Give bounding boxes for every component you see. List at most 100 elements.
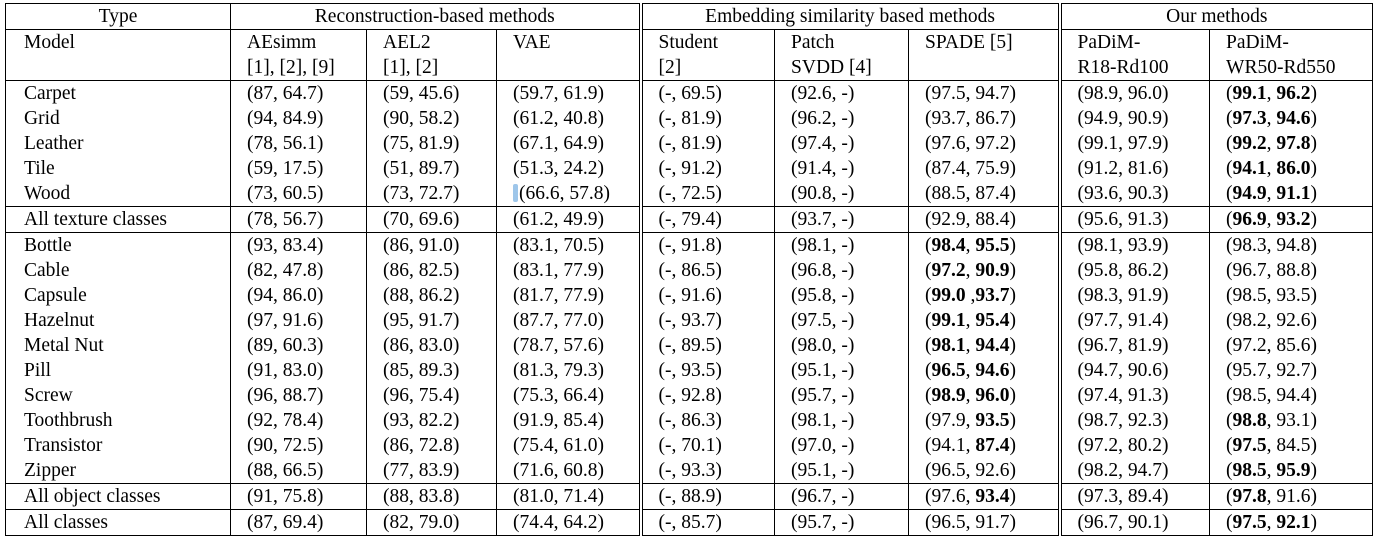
- table-cell: (98.0, -): [774, 333, 909, 358]
- model-spade: SPADE [5]: [908, 29, 1060, 81]
- table-cell: (96.7, 90.1): [1057, 509, 1210, 536]
- table-cell: (78, 56.7): [230, 206, 367, 233]
- table-cell: (99.1, 97.9): [1057, 131, 1210, 156]
- table-cell: (95, 91.7): [366, 308, 497, 333]
- table-cell: (98.1, 94.4): [908, 333, 1060, 358]
- row-label: Capsule: [5, 283, 231, 308]
- table-cell: (93.6, 90.3): [1057, 181, 1210, 207]
- table-cell: (97.5, -): [774, 308, 909, 333]
- table-row: Transistor (90, 72.5) (86, 72.8) (75.4, 61.…: [5, 433, 1374, 458]
- row-label: Leather: [5, 131, 231, 156]
- table-cell: (97.2, 90.9): [908, 258, 1060, 283]
- table-row: Cable (82, 47.8) (86, 82.5) (83.1, 77.9) (-,…: [5, 258, 1374, 283]
- table-cell: (88.5, 87.4): [908, 181, 1060, 207]
- table-cell: (87.7, 77.0): [495, 308, 641, 333]
- group-header-embedding: Embedding similarity based methods: [638, 3, 1060, 30]
- table-cell: (96.9, 93.2): [1209, 206, 1374, 233]
- table-cell: (98.9, 96.0): [908, 383, 1060, 408]
- table-cell: (97.9, 93.5): [908, 408, 1060, 433]
- table-cell: (97, 91.6): [230, 308, 367, 333]
- table-cell: (92.9, 88.4): [908, 206, 1060, 233]
- table-row: All texture classes (78, 56.7) (70, 69.6)(…: [5, 206, 1374, 233]
- table-cell: (61.2, 49.9): [495, 206, 641, 233]
- table-cell: (97.2, 80.2): [1057, 433, 1210, 458]
- table-cell: (95.6, 91.3): [1057, 206, 1210, 233]
- table-cell: (86, 82.5): [366, 258, 497, 283]
- row-label: Cable: [5, 258, 231, 283]
- table-cell: (81.3, 79.3): [495, 358, 641, 383]
- table-row: Capsule (94, 86.0) (88, 86.2) (81.7, 77.9)(…: [5, 283, 1374, 308]
- table-cell: (66.6, 57.8): [495, 181, 641, 207]
- row-label: All object classes: [5, 483, 231, 510]
- table-cell: (-, 69.5): [638, 80, 775, 106]
- model-padim-r18: PaDiM- R18-Rd100: [1057, 29, 1210, 81]
- row-label: Bottle: [5, 232, 231, 258]
- table-cell: (91.4, -): [774, 156, 909, 181]
- table-row: Metal Nut (89, 60.3) (86, 83.0) (78.7, 57.6…: [5, 333, 1374, 358]
- table-cell: (78, 56.1): [230, 131, 367, 156]
- table-cell: (74.4, 64.2): [495, 509, 641, 536]
- type-header: Type: [5, 3, 231, 30]
- table-cell: (95.8, -): [774, 283, 909, 308]
- row-label: Wood: [5, 181, 231, 207]
- table-cell: (94.1, 86.0): [1209, 156, 1374, 181]
- table-cell: (94.7, 90.6): [1057, 358, 1210, 383]
- table-cell: (97.3, 89.4): [1057, 483, 1210, 510]
- table-cell: (75.3, 66.4): [495, 383, 641, 408]
- table-cell: (96.5, 91.7): [908, 509, 1060, 536]
- table-cell: (87.4, 75.9): [908, 156, 1060, 181]
- table-cell: (98.7, 92.3): [1057, 408, 1210, 433]
- model-ae-simm: AEsimm [1], [2], [9]: [230, 29, 367, 81]
- table-cell: (98.5, 95.9): [1209, 458, 1374, 484]
- table-cell: (93.7, 86.7): [908, 106, 1060, 131]
- table-cell: (51, 89.7): [366, 156, 497, 181]
- table-cell: (75, 81.9): [366, 131, 497, 156]
- table-cell: (97.0, -): [774, 433, 909, 458]
- table-cell: (96.2, -): [774, 106, 909, 131]
- table-cell: (91, 83.0): [230, 358, 367, 383]
- table-cell: (81.0, 71.4): [495, 483, 641, 510]
- table-cell: (82, 47.8): [230, 258, 367, 283]
- table-cell: (97.7, 91.4): [1057, 308, 1210, 333]
- table-row: Wood (73, 60.5) (73, 72.7) (66.6, 57.8) (-, …: [5, 181, 1374, 207]
- table-cell: (97.5, 94.7): [908, 80, 1060, 106]
- table-cell: (83.1, 70.5): [495, 232, 641, 258]
- table-cell: (95.8, 86.2): [1057, 258, 1210, 283]
- table-cell: (-, 70.1): [638, 433, 775, 458]
- table-cell: (95.1, -): [774, 358, 909, 383]
- table-cell: (-, 91.6): [638, 283, 775, 308]
- table-cell: (96.7, 81.9): [1057, 333, 1210, 358]
- table-cell: (92, 78.4): [230, 408, 367, 433]
- table-row: Carpet (87, 64.7) (59, 45.6) (59.7, 61.9) (-…: [5, 80, 1374, 106]
- table-cell: (-, 89.5): [638, 333, 775, 358]
- model-student: Student [2]: [638, 29, 775, 81]
- table-cell: (-, 92.8): [638, 383, 775, 408]
- model-patch-svdd: Patch SVDD [4]: [774, 29, 909, 81]
- table-cell: (61.2, 40.8): [495, 106, 641, 131]
- row-label: Hazelnut: [5, 308, 231, 333]
- table-cell: (98.9, 96.0): [1057, 80, 1210, 106]
- table-cell: (96, 75.4): [366, 383, 497, 408]
- table-cell: (95.1, -): [774, 458, 909, 484]
- table-cell: (96, 88.7): [230, 383, 367, 408]
- table-cell: (98.1, -): [774, 408, 909, 433]
- table-cell: (97.2, 85.6): [1209, 333, 1374, 358]
- row-label: Zipper: [5, 458, 231, 484]
- table-cell: (99.0 ,93.7): [908, 283, 1060, 308]
- table-cell: (96.8, -): [774, 258, 909, 283]
- table-cell: (59, 17.5): [230, 156, 367, 181]
- table-row: All classes (87, 69.4) (82, 79.0) (74.4, 64…: [5, 509, 1374, 536]
- table-cell: (88, 83.8): [366, 483, 497, 510]
- table-cell: (98.4, 95.5): [908, 232, 1060, 258]
- table-cell: (59, 45.6): [366, 80, 497, 106]
- table-cell: (88, 86.2): [366, 283, 497, 308]
- table-cell: (-, 86.5): [638, 258, 775, 283]
- table-cell: (95.7, -): [774, 383, 909, 408]
- table-cell: (70, 69.6): [366, 206, 497, 233]
- table-cell: (98.2, 92.6): [1209, 308, 1374, 333]
- table-cell: (77, 83.9): [366, 458, 497, 484]
- table-row: Tile (59, 17.5) (51, 89.7) (51.3, 24.2) (-, …: [5, 156, 1374, 181]
- table-cell: (90.8, -): [774, 181, 909, 207]
- table-cell: (95.7, 92.7): [1209, 358, 1374, 383]
- row-label: Metal Nut: [5, 333, 231, 358]
